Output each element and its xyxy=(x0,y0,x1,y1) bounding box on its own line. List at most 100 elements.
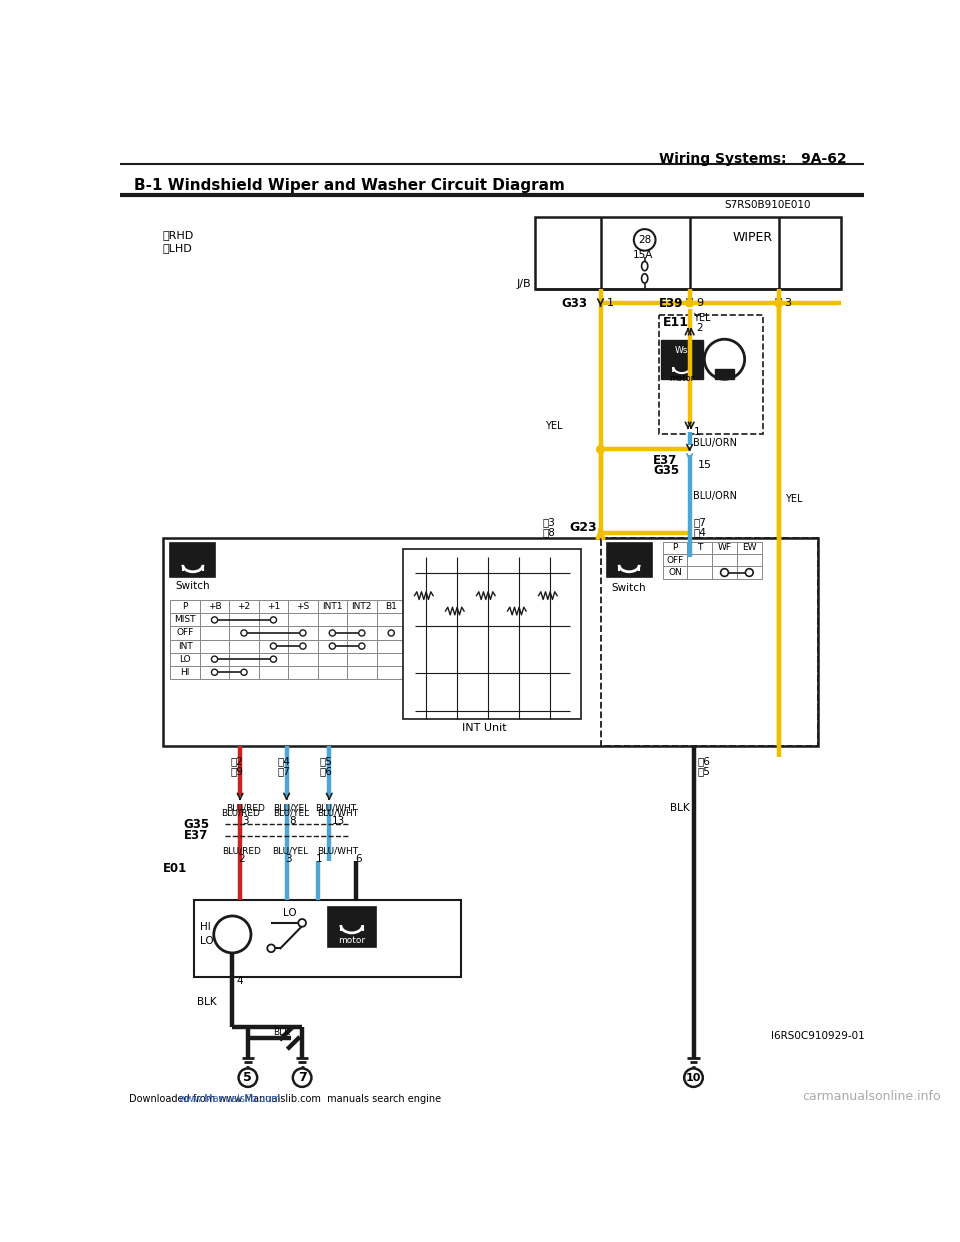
Text: T: T xyxy=(697,544,703,553)
Circle shape xyxy=(293,1068,311,1087)
Text: Ⓐ5: Ⓐ5 xyxy=(320,756,333,766)
Circle shape xyxy=(359,643,365,650)
Circle shape xyxy=(241,630,247,636)
Bar xyxy=(259,652,288,666)
Bar xyxy=(318,666,348,679)
Bar xyxy=(200,614,229,626)
Bar xyxy=(348,614,376,626)
Text: BLU/RED: BLU/RED xyxy=(223,847,261,856)
Text: +B: +B xyxy=(207,602,222,611)
Text: INT Unit: INT Unit xyxy=(462,723,507,733)
Bar xyxy=(660,340,703,379)
Text: Ws: Ws xyxy=(675,347,688,355)
Circle shape xyxy=(684,1068,703,1087)
Text: Switch: Switch xyxy=(612,582,646,592)
Text: 3: 3 xyxy=(285,854,292,864)
Bar xyxy=(737,566,761,579)
Text: 4: 4 xyxy=(236,976,243,986)
Text: BLK: BLK xyxy=(198,997,217,1007)
Bar xyxy=(348,626,376,640)
Circle shape xyxy=(388,630,395,636)
Text: 8: 8 xyxy=(289,816,296,826)
Bar xyxy=(170,652,200,666)
Bar xyxy=(376,626,406,640)
Circle shape xyxy=(211,656,218,662)
Bar xyxy=(687,554,712,566)
Bar xyxy=(348,652,376,666)
Bar xyxy=(715,369,733,379)
Text: Ⓑ6: Ⓑ6 xyxy=(320,766,333,776)
Circle shape xyxy=(300,643,306,650)
Text: BLU/WHT: BLU/WHT xyxy=(317,809,358,817)
Text: G23: G23 xyxy=(569,520,597,534)
Bar xyxy=(662,554,687,566)
Bar xyxy=(259,640,288,652)
Text: Ⓑ7: Ⓑ7 xyxy=(277,766,290,776)
Text: G33: G33 xyxy=(562,297,588,309)
Circle shape xyxy=(267,944,275,953)
Text: B1: B1 xyxy=(385,602,397,611)
Bar xyxy=(737,554,761,566)
Bar xyxy=(712,554,737,566)
Circle shape xyxy=(329,630,335,636)
Text: M: M xyxy=(224,925,241,944)
Text: 7: 7 xyxy=(298,1071,306,1084)
Bar xyxy=(662,566,687,579)
Text: BLU/RED: BLU/RED xyxy=(227,804,265,812)
Bar xyxy=(376,600,406,614)
Text: EW: EW xyxy=(742,544,756,553)
Text: Ⓑ8: Ⓑ8 xyxy=(542,527,555,537)
Text: Ⓑ9: Ⓑ9 xyxy=(230,766,244,776)
Text: Ⓐ3: Ⓐ3 xyxy=(542,517,555,527)
Text: INT1: INT1 xyxy=(323,602,343,611)
Text: Ⓐ7: Ⓐ7 xyxy=(693,517,707,527)
Text: carmanualsonline.info: carmanualsonline.info xyxy=(802,1089,941,1103)
Text: E11: E11 xyxy=(662,315,688,329)
Text: E39: E39 xyxy=(659,297,683,309)
Bar xyxy=(229,640,259,652)
Bar xyxy=(607,543,652,578)
Text: YEL: YEL xyxy=(785,494,803,504)
Bar xyxy=(259,626,288,640)
Text: 13: 13 xyxy=(331,816,345,826)
Bar xyxy=(348,640,376,652)
Text: 3: 3 xyxy=(243,816,249,826)
Circle shape xyxy=(596,446,605,453)
Bar xyxy=(170,640,200,652)
Text: www.Manualslib.com: www.Manualslib.com xyxy=(179,1094,281,1104)
Bar xyxy=(170,600,200,614)
Bar xyxy=(318,600,348,614)
Bar xyxy=(348,666,376,679)
Bar xyxy=(288,626,318,640)
Text: 2: 2 xyxy=(696,323,703,333)
Text: BLU/YEL: BLU/YEL xyxy=(272,847,308,856)
Text: WF: WF xyxy=(717,544,732,553)
Text: ON: ON xyxy=(668,568,682,578)
Bar xyxy=(318,652,348,666)
Text: 15A: 15A xyxy=(633,251,654,261)
Bar xyxy=(318,640,348,652)
Text: P: P xyxy=(672,544,678,553)
Text: 10: 10 xyxy=(685,1073,701,1083)
Text: BLK: BLK xyxy=(273,1027,290,1037)
Bar xyxy=(229,614,259,626)
Text: motor: motor xyxy=(338,936,366,945)
Bar xyxy=(200,666,229,679)
Text: HI: HI xyxy=(180,668,190,677)
Bar xyxy=(229,600,259,614)
Text: Ⓐ6: Ⓐ6 xyxy=(697,756,710,766)
Text: E01: E01 xyxy=(162,862,187,876)
Text: 9: 9 xyxy=(696,298,703,308)
Text: +1: +1 xyxy=(267,602,280,611)
Text: BLU/ORN: BLU/ORN xyxy=(693,438,737,448)
Bar xyxy=(687,566,712,579)
Bar xyxy=(288,640,318,652)
Circle shape xyxy=(300,630,306,636)
Text: BLU/RED: BLU/RED xyxy=(221,809,259,817)
Bar xyxy=(170,614,200,626)
Bar xyxy=(348,600,376,614)
Bar xyxy=(535,217,841,289)
Bar xyxy=(200,626,229,640)
Text: 5: 5 xyxy=(244,1071,252,1084)
Bar xyxy=(229,666,259,679)
